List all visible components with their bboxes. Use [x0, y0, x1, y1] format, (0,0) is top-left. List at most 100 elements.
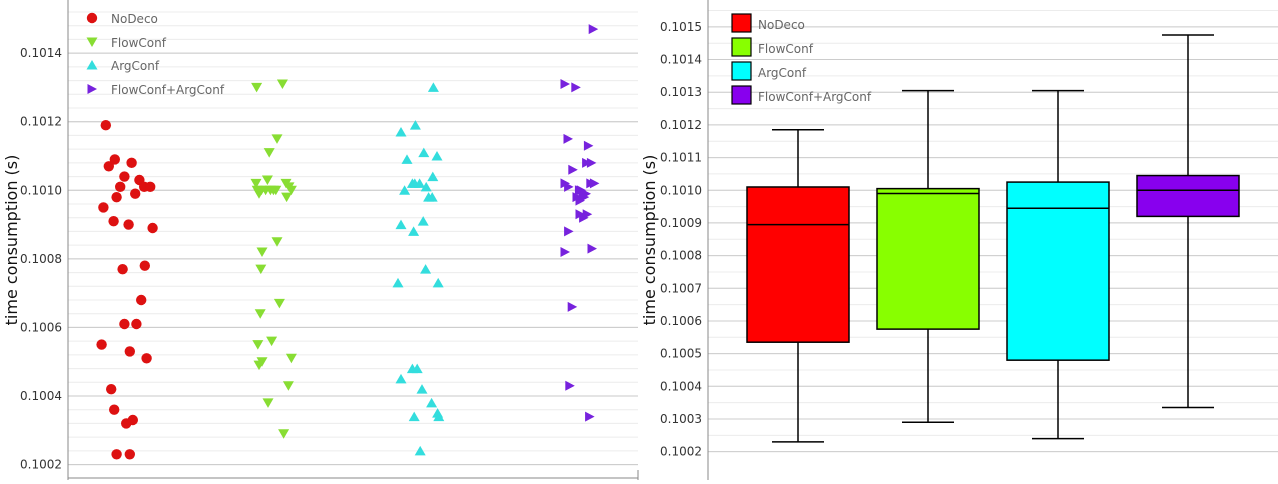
scatter-point-nodeco — [124, 346, 135, 357]
legend-label-flowconf-argconf: FlowConf+ArgConf — [111, 83, 225, 97]
scatter-point-flowconf — [282, 381, 294, 391]
scatter-point-flowconf — [266, 336, 278, 347]
scatter-point-argconf — [431, 151, 443, 161]
scatter-point-flowconf-argconf — [583, 140, 594, 151]
scatter-point-nodeco — [117, 263, 128, 275]
scatter-point-flowconf-argconf — [587, 243, 597, 254]
scatter-point-argconf — [411, 363, 423, 374]
scatter-chart-panel: 0.1002 0.1004 0.1006 0.1008 0.1010 0.1012 0.10… — [0, 0, 640, 480]
legend-swatch-flowconf — [731, 37, 752, 57]
scatter-point-flowconf-argconf — [567, 301, 578, 312]
scatter-point-argconf — [427, 171, 439, 182]
scatter-point-argconf — [395, 219, 407, 230]
scatter-y-tick-label: 0.1010 — [20, 183, 62, 197]
legend-swatch-flowconf-argconf — [731, 85, 752, 105]
box-flowconf-argconf — [1136, 174, 1240, 218]
scatter-y-tick-label: 0.1012 — [20, 115, 62, 129]
legend-label-argconf: ArgConf — [111, 59, 160, 73]
box-y-tick-label: 0.1013 — [660, 85, 702, 99]
box-y-tick-label: 0.1007 — [660, 281, 702, 295]
scatter-point-flowconf — [271, 134, 283, 144]
scatter-point-nodeco — [131, 318, 142, 330]
scatter-y-axis-label: time consumption (s) — [2, 155, 21, 326]
scatter-point-flowconf — [251, 82, 263, 93]
box-y-tick-label: 0.1012 — [660, 118, 702, 132]
scatter-point-nodeco — [109, 154, 121, 165]
scatter-point-flowconf — [253, 189, 265, 199]
scatter-point-nodeco — [136, 294, 147, 306]
scatter-point-nodeco — [139, 260, 150, 271]
scatter-point-flowconf — [252, 340, 264, 350]
scatter-point-argconf — [417, 216, 429, 226]
scatter-point-flowconf-argconf — [579, 192, 590, 203]
scatter-point-argconf — [408, 411, 420, 422]
scatter-point-flowconf-argconf — [582, 157, 592, 168]
scatter-point-flowconf — [285, 185, 297, 196]
scatter-point-argconf — [426, 397, 438, 408]
scatter-point-nodeco — [103, 161, 115, 172]
box-y-tick-label: 0.1004 — [660, 379, 702, 393]
box-y-tick-label: 0.1010 — [660, 183, 702, 197]
scatter-y-tick-label: 0.1002 — [20, 458, 62, 472]
scatter-point-flowconf-argconf — [589, 178, 600, 189]
scatter-point-argconf — [426, 192, 438, 202]
legend-swatch-argconf — [731, 61, 752, 81]
scatter-point-nodeco — [130, 188, 141, 199]
box-y-tick-label: 0.1003 — [660, 412, 702, 426]
scatter-point-nodeco — [106, 383, 117, 395]
scatter-point-nodeco — [109, 404, 120, 415]
legend-marker-nodeco — [86, 12, 98, 24]
scatter-point-nodeco — [124, 449, 135, 460]
scatter-point-nodeco — [119, 171, 130, 182]
scatter-point-flowconf-argconf — [560, 247, 570, 257]
box-y-tick-label: 0.1015 — [660, 20, 702, 34]
box-nodeco — [746, 186, 850, 343]
scatter-point-flowconf-argconf — [564, 181, 574, 192]
scatter-point-flowconf-argconf — [563, 133, 573, 144]
scatter-point-argconf — [433, 411, 445, 422]
box-y-tick-label: 0.1008 — [660, 249, 702, 263]
scatter-point-nodeco — [108, 215, 119, 227]
scatter-point-flowconf — [276, 79, 288, 89]
box-legend-label-flowconf-argconf: FlowConf+ArgConf — [758, 90, 872, 104]
scatter-point-argconf — [395, 127, 407, 137]
box-y-tick-label: 0.1011 — [660, 151, 702, 165]
scatter-legend: NoDeco FlowConf ArgConf FlowConf+ArgConf — [86, 12, 225, 97]
scatter-point-argconf — [392, 277, 404, 288]
scatter-point-argconf — [408, 226, 420, 236]
scatter-point-flowconf — [270, 185, 282, 196]
scatter-point-flowconf — [253, 360, 265, 371]
scatter-point-nodeco — [111, 191, 122, 203]
scatter-point-flowconf-argconf — [568, 164, 578, 175]
legend-swatch-nodeco — [731, 13, 752, 33]
boxplot-y-axis-label: time consumption (s) — [640, 155, 659, 326]
scatter-point-argconf — [427, 82, 439, 92]
scatter-point-argconf — [420, 264, 432, 274]
scatter-point-nodeco — [111, 449, 122, 460]
box-argconf — [1006, 181, 1110, 361]
scatter-point-flowconf — [250, 178, 262, 189]
scatter-point-nodeco — [96, 339, 107, 350]
box-flowconf — [876, 187, 980, 330]
boxplot-chart: 0.1002 0.1003 0.1004 0.1005 0.1006 0.1007 0.10… — [640, 0, 1278, 480]
box-legend-label-nodeco: NoDeco — [758, 18, 805, 32]
scatter-point-flowconf — [262, 398, 274, 408]
scatter-point-argconf — [414, 445, 426, 456]
scatter-point-flowconf — [273, 298, 285, 309]
scatter-point-flowconf — [285, 353, 297, 364]
scatter-point-argconf — [395, 373, 407, 384]
box-y-tick-label: 0.1014 — [660, 53, 702, 67]
scatter-point-argconf — [432, 277, 444, 288]
legend-marker-flowconf-argconf — [87, 84, 97, 94]
scatter-point-flowconf — [263, 148, 275, 158]
scatter-point-flowconf — [281, 192, 293, 203]
scatter-point-nodeco — [119, 318, 130, 330]
box-y-tick-label: 0.1006 — [660, 314, 702, 328]
scatter-point-flowconf — [255, 264, 267, 275]
scatter-point-nodeco — [115, 181, 126, 193]
scatter-point-flowconf-argconf — [588, 24, 599, 35]
scatter-point-flowconf-argconf — [586, 157, 597, 168]
legend-label-flowconf: FlowConf — [111, 36, 167, 50]
box-y-tick-label: 0.1009 — [660, 216, 702, 230]
scatter-point-nodeco — [145, 181, 156, 193]
